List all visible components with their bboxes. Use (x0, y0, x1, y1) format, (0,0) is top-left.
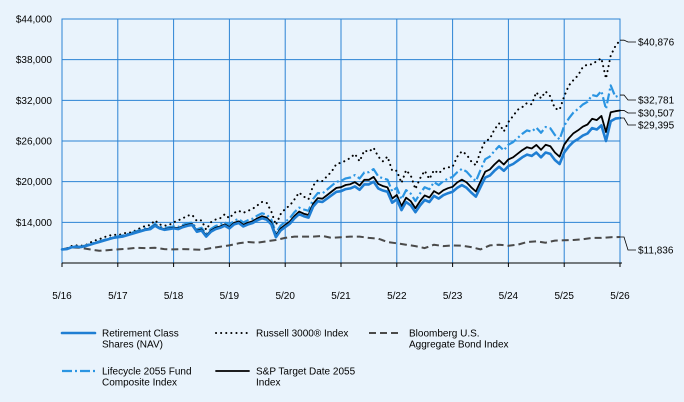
x-tick-label: 5/21 (331, 291, 351, 302)
end-value-label: $32,781 (638, 96, 675, 107)
x-tick-label: 5/25 (554, 291, 574, 302)
y-tick-label: $20,000 (16, 177, 53, 188)
legend-label: S&P Target Date 2055 (256, 367, 356, 378)
y-tick-label: $26,000 (16, 137, 53, 148)
end-label-leader (620, 94, 636, 101)
y-tick-label: $38,000 (16, 55, 53, 66)
x-tick-label: 5/16 (52, 291, 72, 302)
x-tick-label: 5/20 (275, 291, 295, 302)
x-tick-label: 5/17 (108, 291, 128, 302)
end-label-leader (620, 236, 636, 251)
end-label-leader (620, 117, 636, 126)
legend-label: Russell 3000® Index (256, 329, 348, 340)
x-tick-label: 5/22 (387, 291, 407, 302)
legend-item-bloomberg-u-s-aggregate-bond-index: Bloomberg U.S.Aggregate Bond Index (369, 329, 509, 351)
series-line-russell-3000-index (61, 39, 621, 251)
end-value-label: $11,836 (638, 246, 674, 257)
series-line-retirement-class-shares-nav (60, 116, 622, 251)
y-tick-label: $32,000 (16, 96, 53, 107)
x-tick-label: 5/26 (610, 291, 630, 302)
legend-label: Index (256, 378, 280, 389)
end-labels: $40,876 $32,781 $30,507$29,395 $11,836 (620, 38, 675, 257)
series-line-lifecycle-2055-fund-composite-index (61, 84, 621, 251)
end-label-leader (620, 39, 636, 43)
x-tick-label: 5/19 (220, 291, 240, 302)
legend-label: Lifecycle 2055 Fund (102, 367, 192, 378)
series-lines (60, 39, 622, 252)
x-tick-label: 5/18 (164, 291, 184, 302)
legend-label: Bloomberg U.S. (409, 329, 480, 340)
x-tick-label: 5/24 (499, 291, 519, 302)
grid (61, 18, 621, 264)
y-tick-label: $14,000 (16, 218, 53, 229)
x-tick-label: 5/23 (443, 291, 463, 302)
end-value-label: $29,395 (638, 121, 675, 132)
legend-label: Shares (NAV) (102, 340, 163, 351)
y-tick-label: $44,000 (16, 15, 53, 26)
end-value-label: $40,876 (638, 38, 675, 49)
legend-label: Aggregate Bond Index (409, 340, 509, 351)
end-label-leader (620, 110, 636, 114)
series-line-bloomberg-u-s-aggregate-bond-index (61, 234, 621, 252)
legend-label: Retirement Class (102, 329, 179, 340)
axes: 5/16 5/17 5/18 5/19 5/20 5/21 5/22 5/23 5/24 5/25… (16, 15, 630, 303)
legend-label: Composite Index (102, 378, 177, 389)
legend-item-russell-3000-index: Russell 3000® Index (215, 329, 348, 340)
end-value-label: $30,507 (638, 109, 675, 120)
